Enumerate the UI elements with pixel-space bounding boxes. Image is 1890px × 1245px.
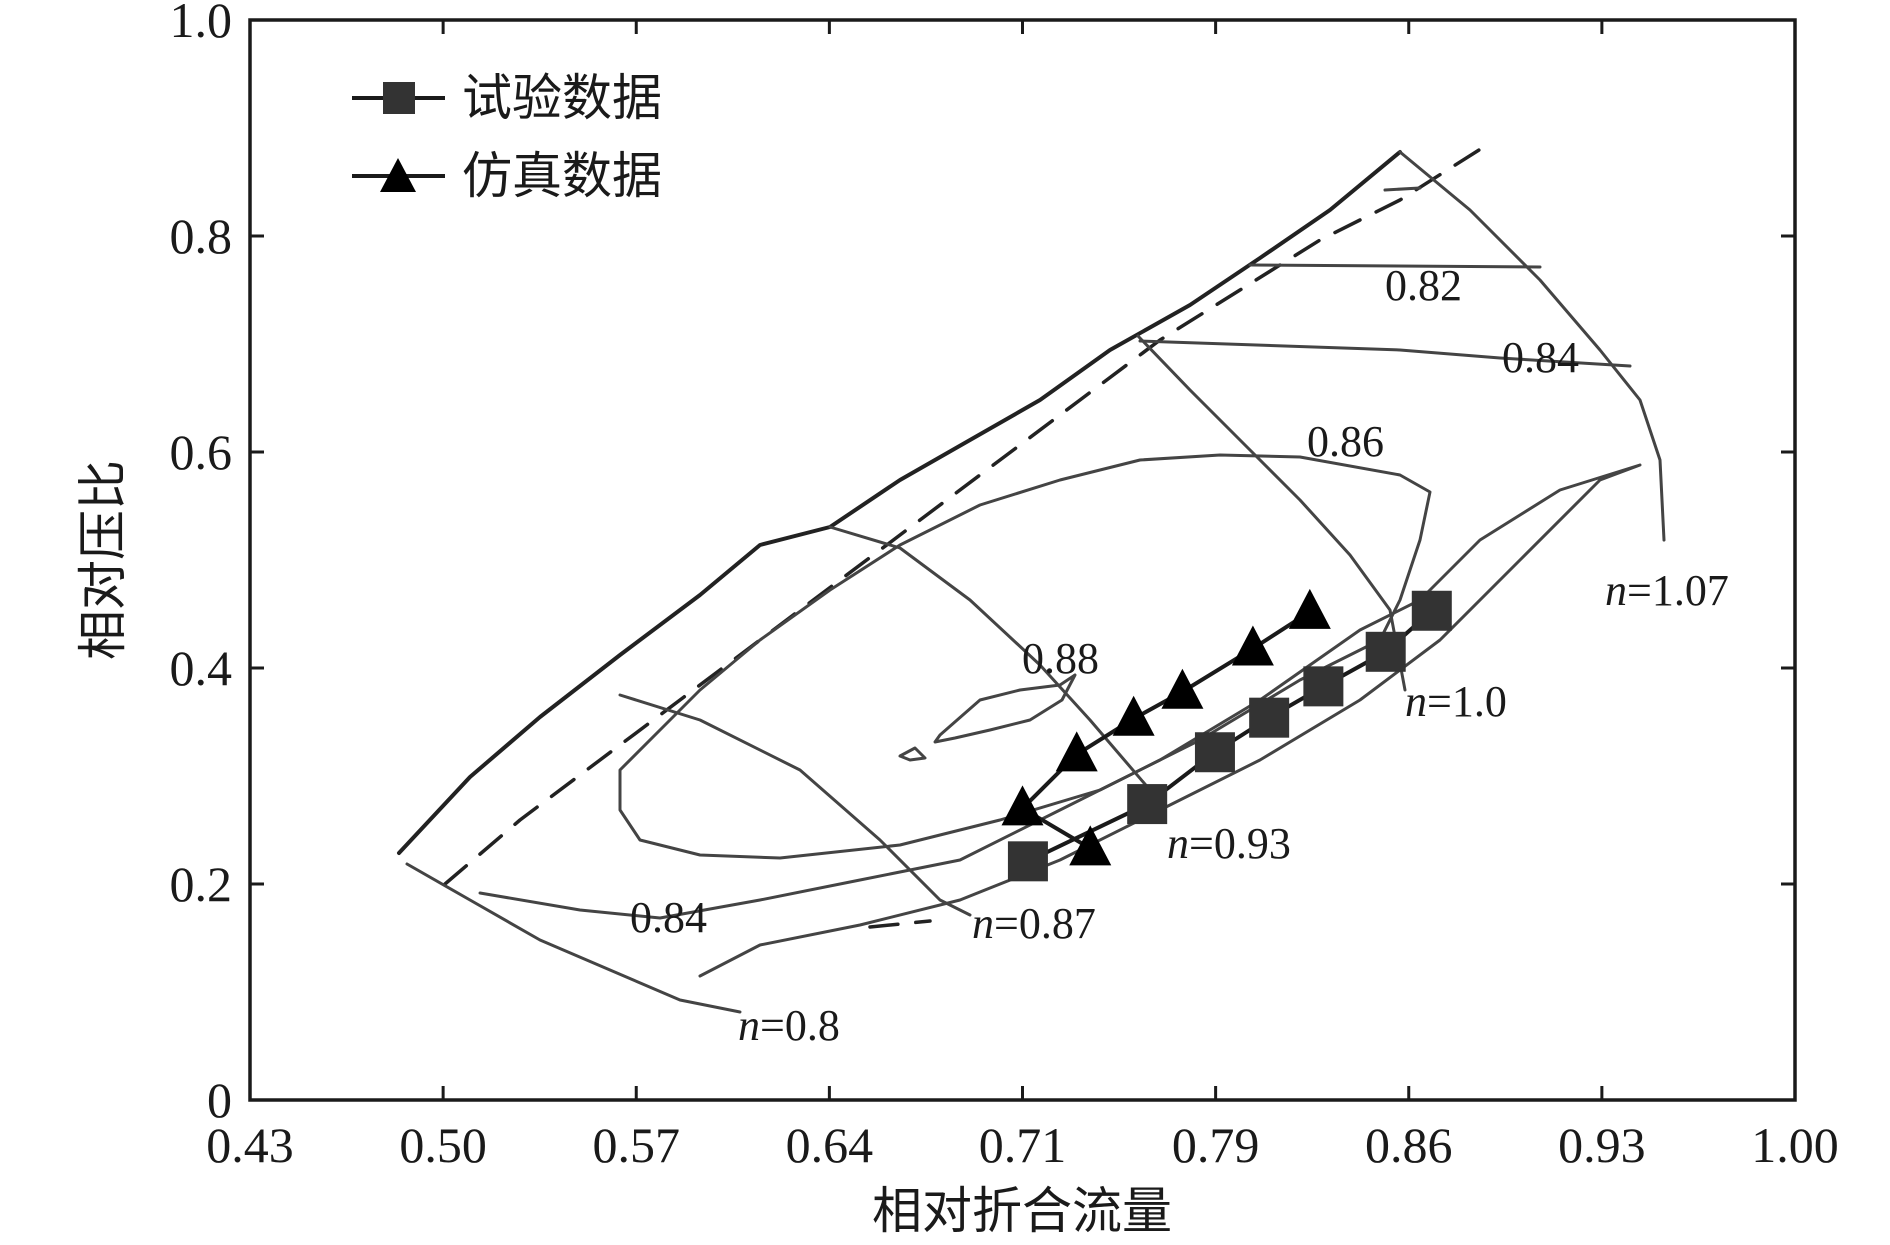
- x-tick-label: 0.43: [206, 1117, 294, 1173]
- data-point-triangle: [1112, 695, 1155, 736]
- x-axis-title: 相对折合流量: [872, 1183, 1172, 1239]
- legend: 试验数据 仿真数据: [352, 70, 662, 204]
- y-tick-label: 0.2: [170, 856, 233, 912]
- series-layer: [1001, 588, 1452, 882]
- anno-n-10: n=1.0: [1405, 677, 1507, 726]
- annotations: 0.82 0.84 0.86 0.88 0.84 n=1.07 n=1.0 n=…: [630, 261, 1729, 1050]
- x-tick-label: 0.86: [1365, 1117, 1453, 1173]
- speed-line-093: [828, 525, 1152, 792]
- legend-label-sim: 仿真数据: [462, 148, 662, 204]
- y-axis-ticks: 0 0.2 0.4 0.6 0.8 1.0: [170, 0, 1795, 1128]
- data-point-square: [1303, 666, 1344, 707]
- speed-line-080: [405, 862, 742, 1014]
- y-tick-label: 0.4: [170, 640, 233, 696]
- x-tick-label: 0.57: [593, 1117, 681, 1173]
- data-point-square: [1007, 841, 1048, 882]
- x-axis-ticks: 0.43 0.50 0.57 0.64 0.71 0.79 0.86 0.93 1.00: [206, 20, 1839, 1173]
- anno-n-093: n=0.93: [1167, 819, 1291, 868]
- eff-contour-088-small: [898, 746, 927, 762]
- x-tick-label: 0.50: [399, 1117, 487, 1173]
- data-point-triangle: [1055, 731, 1098, 772]
- anno-n-107: n=1.07: [1605, 566, 1729, 615]
- data-point-triangle: [1161, 668, 1204, 709]
- operating-line-dashed: [443, 141, 1492, 886]
- x-tick-label: 0.93: [1558, 1117, 1646, 1173]
- anno-eff-088: 0.88: [1022, 634, 1099, 683]
- x-tick-label: 0.71: [979, 1117, 1067, 1173]
- data-point-triangle: [1001, 785, 1044, 826]
- speed-line-087: [618, 693, 972, 917]
- operating-line-dashed-low: [868, 919, 932, 929]
- eff-contour-082-top: [1383, 186, 1422, 192]
- legend-marker-triangle: [380, 158, 416, 192]
- anno-n-08: n=0.8: [738, 1001, 840, 1050]
- y-tick-label: 1.0: [170, 0, 233, 48]
- eff-contour-084-upper: [1138, 339, 1632, 368]
- data-point-triangle: [1288, 588, 1331, 629]
- anno-eff-084-upper: 0.84: [1502, 333, 1579, 382]
- x-tick-label: 0.64: [786, 1117, 874, 1173]
- eff-contour-088: [933, 673, 1077, 744]
- data-point-square: [1249, 697, 1290, 738]
- data-point-triangle: [1231, 625, 1274, 666]
- anno-eff-084-lower: 0.84: [630, 893, 707, 942]
- y-tick-label: 0.6: [170, 424, 233, 480]
- speed-line-100: [1136, 334, 1407, 692]
- legend-label-test: 试验数据: [462, 70, 662, 126]
- eff-contour-082: [1248, 263, 1542, 269]
- data-point-square: [1365, 631, 1406, 672]
- data-point-square: [1411, 590, 1452, 631]
- legend-marker-square: [383, 82, 415, 114]
- anno-n-087: n=0.87: [972, 899, 1096, 948]
- anno-eff-086: 0.86: [1307, 417, 1384, 466]
- speed-line-107: [1398, 150, 1666, 542]
- surge-line: [397, 150, 1402, 855]
- data-point-square: [1127, 784, 1168, 825]
- y-tick-label: 0.8: [170, 208, 233, 264]
- y-axis-title: 相对压比: [75, 460, 131, 660]
- eff-contour-086: [618, 453, 1432, 860]
- x-tick-label: 1.00: [1751, 1117, 1839, 1173]
- map-contours: [397, 141, 1666, 1014]
- anno-eff-082: 0.82: [1385, 261, 1462, 310]
- data-point-square: [1194, 732, 1235, 773]
- x-tick-label: 0.79: [1172, 1117, 1260, 1173]
- data-point-triangle: [1069, 825, 1112, 866]
- eff-contour-084-lower: [478, 463, 1642, 978]
- y-tick-label: 0: [207, 1072, 232, 1128]
